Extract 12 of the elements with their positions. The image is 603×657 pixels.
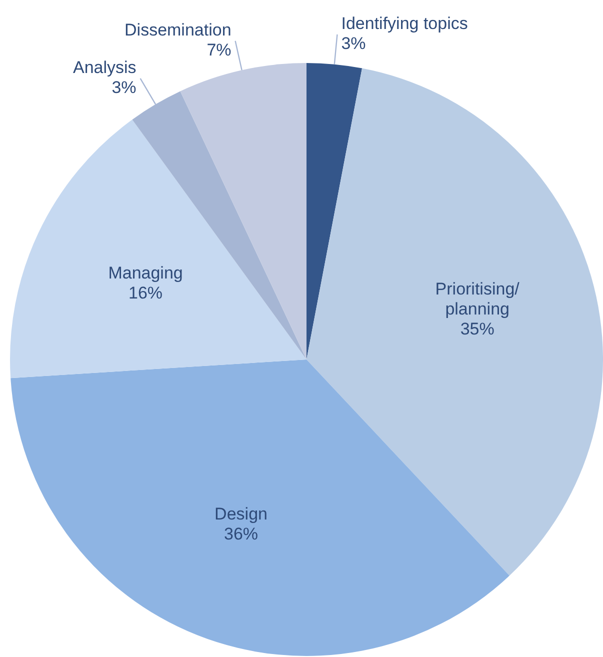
data-label: 35% [460,320,494,339]
data-label: 16% [128,283,163,302]
slice-label: Design [214,504,268,524]
slice-label: Analysis [72,58,136,78]
slice-label: Managing [108,263,183,282]
slice-label: Prioritising/ planning [435,280,520,319]
slice-label: Dissemination [124,20,232,40]
data-label: 3% [341,34,366,54]
slice-label: Identifying topics [341,14,468,34]
data-label: 3% [112,78,136,98]
data-label: 7% [206,40,232,60]
data-label: 36% [224,524,258,544]
